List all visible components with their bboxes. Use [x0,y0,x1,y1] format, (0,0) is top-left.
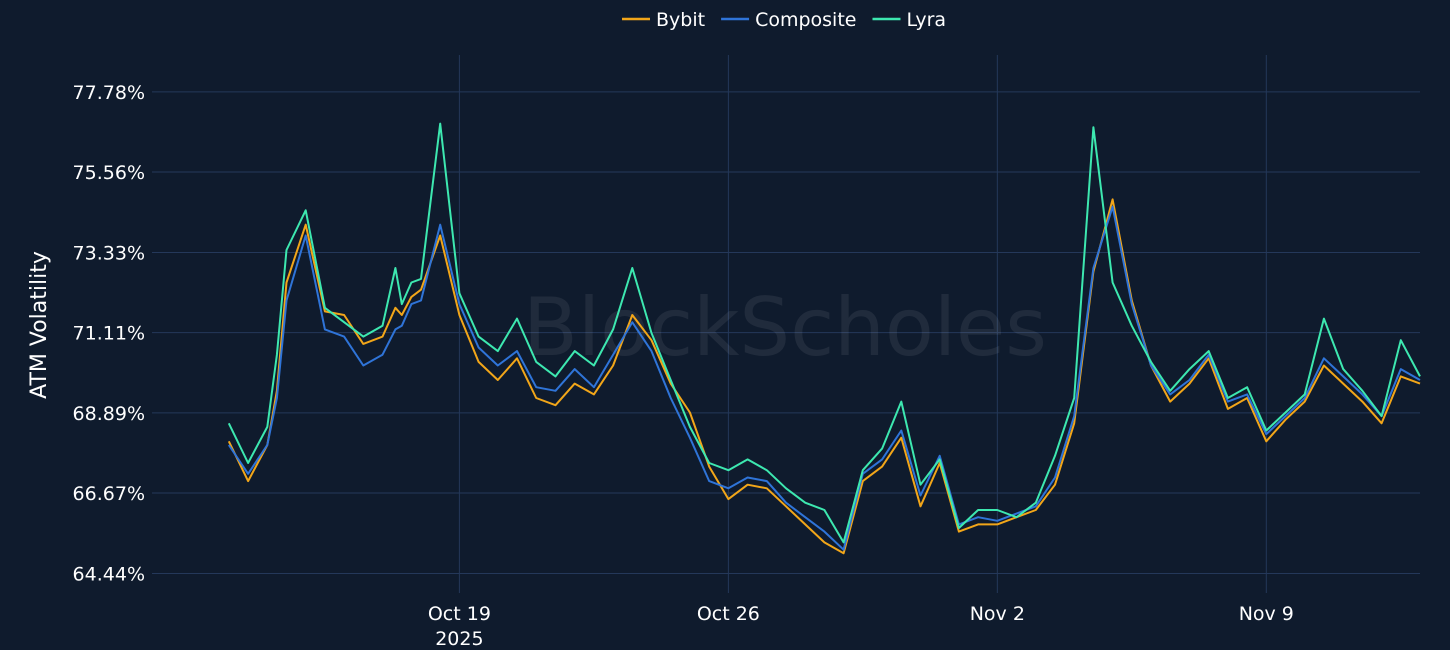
legend-label: Lyra [906,9,946,31]
y-tick-label: 64.44% [73,564,145,586]
legend-label: Bybit [656,9,705,31]
x-tick-label: Nov 9 [1239,603,1294,625]
legend-item-composite[interactable]: Composite [721,9,856,31]
y-tick-label: 66.67% [73,483,145,505]
legend-label: Composite [755,9,856,31]
x-axis-ticks: Oct 19 2025 Oct 26 Nov 2 Nov 9 [428,603,1294,650]
series-line-lyra [227,122,1421,544]
y-axis-label: ATM Volatility [27,251,52,399]
legend[interactable]: Bybit Composite Lyra [622,9,946,31]
x-tick-label: Oct 19 [428,603,491,625]
y-tick-label: 75.56% [73,162,145,184]
legend-item-lyra[interactable]: Lyra [872,9,946,31]
y-tick-label: 68.89% [73,403,145,425]
y-tick-label: 73.33% [73,243,145,265]
y-axis-ticks: 64.44% 66.67% 68.89% 71.11% 73.33% 75.56% 77.7… [73,82,145,586]
x-tick-label: Nov 2 [970,603,1025,625]
legend-item-bybit[interactable]: Bybit [622,9,705,31]
x-tick-label: Oct 26 [697,603,760,625]
grid [152,55,1420,593]
y-tick-label: 77.78% [73,82,145,104]
y-tick-label: 71.11% [73,323,145,345]
series-line-bybit [227,198,1421,555]
series-line-composite [227,205,1421,551]
x-tick-sublabel: 2025 [435,628,483,650]
watermark: BlockScholes [523,281,1047,374]
series-layer [227,122,1421,555]
